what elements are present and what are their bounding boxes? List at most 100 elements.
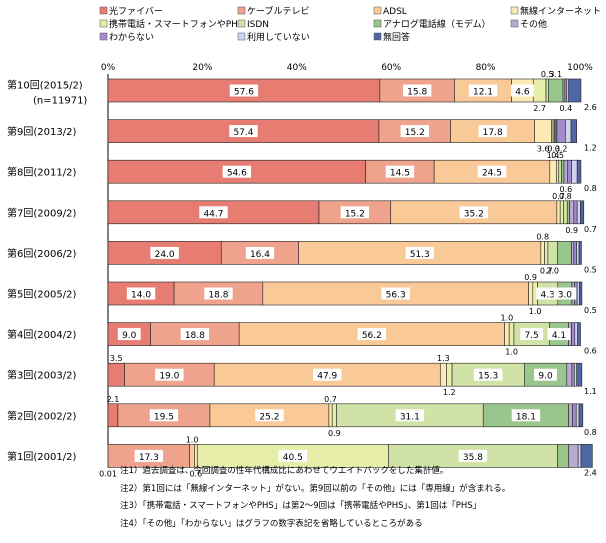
- data-label: 0.6: [189, 469, 202, 478]
- legend-swatch: [99, 32, 108, 41]
- bar-segment: [556, 159, 560, 184]
- bar-segment: [571, 362, 575, 387]
- bar-segment: [107, 362, 125, 387]
- bar-segment: [566, 200, 570, 225]
- data-label: 0.7: [552, 192, 565, 201]
- bar-segment: [576, 281, 580, 306]
- data-label: 18.8: [208, 291, 228, 301]
- data-label: 17.3: [139, 453, 159, 463]
- data-label-bg: [340, 206, 370, 219]
- data-label: 35.8: [463, 453, 483, 463]
- data-label-bg: [536, 287, 560, 300]
- data-label: 2.6: [584, 103, 597, 112]
- bar-segment: [579, 281, 583, 306]
- data-label: 1.3: [437, 354, 450, 363]
- data-label: 19.0: [159, 372, 179, 382]
- data-label: 19.5: [154, 412, 174, 422]
- bar-segment: [439, 362, 447, 387]
- legend-swatch: [373, 32, 382, 41]
- bar-segment: [571, 241, 575, 265]
- data-label: 1.0: [500, 314, 513, 323]
- legend-swatch: [510, 6, 519, 15]
- data-label-bg: [478, 125, 507, 138]
- bar-segment: [563, 200, 568, 225]
- bar-segment: [569, 200, 575, 225]
- bar-segment: [331, 403, 337, 428]
- data-label-bg: [511, 409, 541, 422]
- bar-segment: [446, 362, 453, 387]
- category-label: 第6回(2006/2): [7, 247, 76, 260]
- data-label: 24.5: [482, 169, 502, 179]
- bar-segment: [508, 322, 515, 346]
- legend-label: ADSL: [383, 7, 407, 17]
- bar-segment: [557, 241, 572, 265]
- bar-segment: [568, 403, 573, 428]
- data-label: 47.9: [317, 372, 337, 382]
- bar-segment: [572, 403, 577, 428]
- x-tick-label: 20%: [192, 63, 212, 73]
- data-label: 0.3: [547, 145, 560, 154]
- data-label: 0.5: [584, 265, 597, 274]
- data-label: 25.2: [259, 412, 279, 422]
- data-label: 0.9: [565, 226, 578, 235]
- x-tick-label: 60%: [381, 63, 401, 73]
- data-label: 35.2: [464, 209, 484, 219]
- data-label: 0.4: [559, 104, 572, 113]
- data-label: 2.0: [546, 266, 559, 275]
- data-label: 3.1: [549, 70, 562, 79]
- data-label-bg: [150, 246, 179, 259]
- bar-segment: [565, 119, 572, 143]
- data-label: 3.5: [110, 354, 123, 363]
- bar-segment: [576, 159, 582, 184]
- legend-label: 携帯電話・スマートフォンやPHS: [109, 18, 244, 30]
- bar-segment: [566, 362, 573, 387]
- data-label: 0.8: [536, 232, 549, 241]
- legend-swatch: [237, 32, 246, 41]
- footnote-1: 注1）過去調査は、今回調査の性年代構成比にあわせてウエイトバックをした集計値。: [120, 466, 449, 476]
- bar-segment: [107, 403, 119, 428]
- data-label: 9.0: [122, 331, 137, 341]
- data-label: 0.7: [324, 395, 337, 404]
- data-label: 14.5: [390, 169, 410, 179]
- data-label: 0.7: [540, 266, 553, 275]
- data-label: 2.1: [107, 395, 120, 404]
- data-label: 1.4: [547, 151, 560, 160]
- category-label: 第9回(2013/2): [7, 125, 76, 138]
- legend-swatch: [99, 6, 108, 15]
- data-label: 16.4: [250, 250, 270, 260]
- data-label: 15.2: [345, 209, 365, 219]
- data-label: 0.5: [551, 151, 564, 160]
- data-label: 3.0: [558, 291, 573, 301]
- data-label-bg: [468, 84, 498, 97]
- bar-segment: [567, 159, 572, 184]
- legend-label: ISDN: [247, 20, 269, 30]
- data-label: 0.8: [584, 184, 597, 193]
- data-label: 0.7: [584, 225, 597, 234]
- category-label: 第4回(2004/2): [7, 328, 76, 341]
- data-label-bg: [155, 368, 184, 381]
- footnote-3: 注3）「携帯電話・スマートフォンやPHS」は第2～9回は「携帯電話やPHS」、第…: [120, 501, 482, 511]
- data-label-bg: [126, 287, 156, 300]
- data-label: 4.6: [515, 88, 530, 98]
- data-label: 7.5: [524, 331, 538, 341]
- data-label-bg: [255, 409, 284, 422]
- data-label: 0.9: [328, 429, 341, 438]
- data-label: 0.8: [584, 428, 597, 437]
- data-label: 12.1: [473, 88, 493, 98]
- category-label: 第3回(2003/2): [7, 369, 76, 382]
- bar-segment: [534, 119, 552, 143]
- data-label: 4.3: [541, 291, 555, 301]
- legend-swatch: [510, 19, 519, 28]
- bar-segment: [571, 159, 578, 184]
- data-label-bg: [134, 449, 164, 462]
- category-label: 第7回(2009/2): [7, 206, 76, 219]
- data-label: 0.5: [541, 70, 554, 79]
- data-label: 1.1: [584, 387, 597, 396]
- legend-label: その他: [520, 18, 547, 30]
- data-label: 17.8: [483, 128, 503, 138]
- bar-segment: [577, 322, 581, 346]
- data-label-bg: [534, 368, 557, 381]
- data-label: 0.9: [524, 273, 537, 282]
- legend-swatch: [373, 6, 382, 15]
